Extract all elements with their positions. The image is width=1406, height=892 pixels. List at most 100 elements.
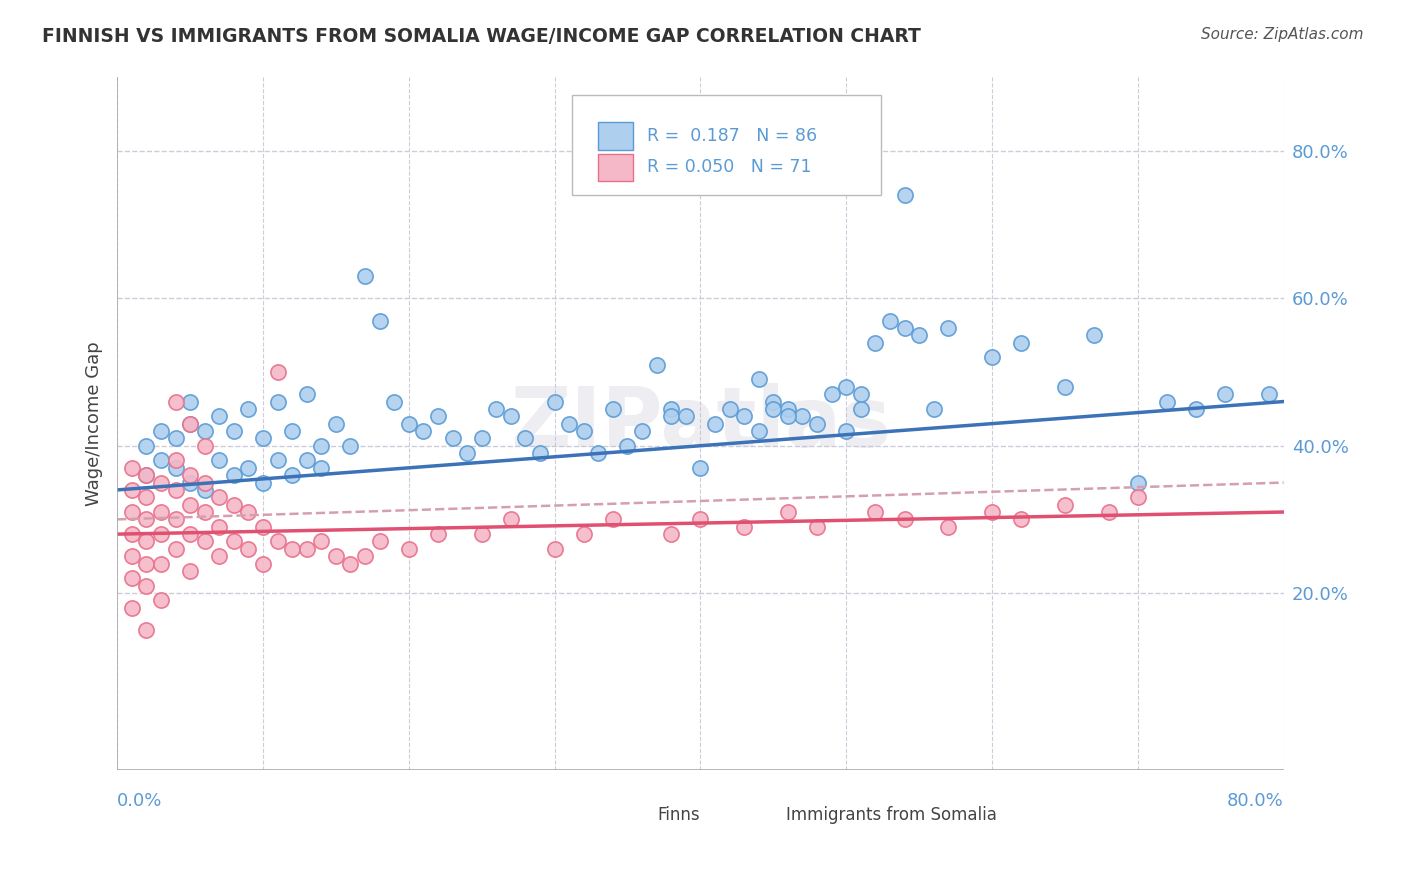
Point [149,505,172,519]
Point [806,520,828,534]
Point [849,387,872,401]
Point [121,571,143,585]
Point [208,491,231,505]
Point [893,512,915,526]
Point [776,401,799,416]
Point [893,321,915,335]
Point [179,468,201,483]
Point [311,534,333,549]
Point [179,417,201,431]
Point [820,387,842,401]
Point [252,431,274,445]
Point [135,623,157,637]
Point [281,468,304,483]
Point [339,557,361,571]
Point [311,439,333,453]
Point [456,446,478,460]
Point [149,475,172,490]
Point [165,453,187,467]
Point [426,409,449,424]
Point [135,468,157,483]
Point [295,453,318,467]
Point [222,468,245,483]
Point [733,409,755,424]
Point [121,460,143,475]
Point [412,424,434,438]
Point [602,512,624,526]
Point [266,534,288,549]
Y-axis label: Wage/Income Gap: Wage/Income Gap [86,342,103,506]
Point [572,424,595,438]
Point [194,475,217,490]
Point [354,269,377,284]
Point [266,365,288,379]
Point [252,557,274,571]
Point [266,453,288,467]
Point [689,460,711,475]
Point [792,409,814,424]
Point [1126,475,1149,490]
Point [762,394,785,409]
Point [368,313,391,327]
Point [252,475,274,490]
Point [1010,512,1032,526]
Point [208,409,231,424]
Point [398,417,420,431]
Point [1098,505,1121,519]
Point [194,439,217,453]
Point [325,549,347,564]
FancyBboxPatch shape [598,122,633,150]
Point [194,424,217,438]
Point [325,417,347,431]
Point [208,453,231,467]
Point [776,505,799,519]
Point [543,394,565,409]
Point [441,431,464,445]
Point [645,358,668,372]
Point [426,527,449,541]
Point [616,439,638,453]
Point [718,401,741,416]
Point [339,439,361,453]
Point [835,424,858,438]
Text: Source: ZipAtlas.com: Source: ZipAtlas.com [1201,27,1364,42]
Point [121,549,143,564]
Point [558,417,581,431]
Point [135,579,157,593]
Point [179,394,201,409]
Point [1126,491,1149,505]
Point [135,439,157,453]
Point [936,520,959,534]
Point [1053,498,1076,512]
Point [922,401,945,416]
Point [179,498,201,512]
Text: ZIPatlas: ZIPatlas [510,384,891,464]
Point [165,483,187,497]
Point [238,401,260,416]
Text: R = 0.050   N = 71: R = 0.050 N = 71 [647,159,811,177]
Point [1010,335,1032,350]
Point [659,401,682,416]
Point [179,417,201,431]
Point [631,424,654,438]
Point [981,351,1004,365]
Point [135,557,157,571]
Text: FINNISH VS IMMIGRANTS FROM SOMALIA WAGE/INCOME GAP CORRELATION CHART: FINNISH VS IMMIGRANTS FROM SOMALIA WAGE/… [42,27,921,45]
Point [1156,394,1178,409]
Point [602,401,624,416]
Point [135,491,157,505]
Point [936,321,959,335]
Point [281,541,304,556]
Point [295,387,318,401]
Point [238,460,260,475]
Point [311,460,333,475]
Point [1213,387,1236,401]
Point [238,541,260,556]
Point [252,520,274,534]
Point [222,534,245,549]
Text: Finns: Finns [657,805,700,824]
Point [165,512,187,526]
Point [179,527,201,541]
Point [499,512,522,526]
Point [135,468,157,483]
